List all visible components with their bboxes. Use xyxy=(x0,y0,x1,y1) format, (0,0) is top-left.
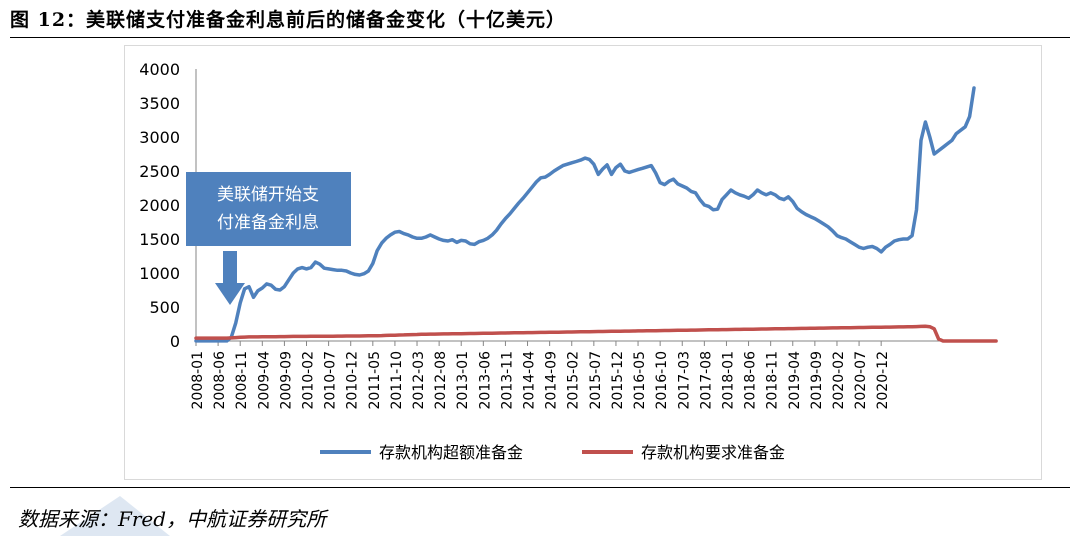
x-tick-label: 2014-09 xyxy=(544,351,560,410)
legend-label-required: 存款机构要求准备金 xyxy=(641,443,785,462)
annotation-box xyxy=(186,172,351,246)
y-tick-label: 2500 xyxy=(139,162,180,181)
x-tick-label: 2016-05 xyxy=(632,351,648,410)
x-tick-label: 2012-08 xyxy=(433,351,449,410)
series-line-required-reserves xyxy=(194,324,998,343)
footer-divider xyxy=(10,487,1070,488)
x-tick-label: 2008-01 xyxy=(190,351,206,410)
annotation: 美联储开始支 付准备金利息 xyxy=(186,172,351,305)
x-axis: 2008-01 2008-06 2008-11 2009-04 2009-09 2010-… xyxy=(190,340,974,410)
x-tick-label: 2014-04 xyxy=(522,351,538,410)
x-tick-label: 2018-11 xyxy=(765,351,781,410)
x-tick-label: 2012-03 xyxy=(411,351,427,410)
x-tick-label: 2015-07 xyxy=(588,351,604,410)
series-line-excess-reserves xyxy=(194,86,976,343)
y-axis: 0 500 1000 1500 2000 2500 3000 3500 4000 xyxy=(139,60,197,351)
annotation-line-2: 付准备金利息 xyxy=(217,213,319,233)
x-tick-label: 2018-01 xyxy=(720,351,736,410)
page-title: 图 12：美联储支付准备金利息前后的储备金变化（十亿美元） xyxy=(10,9,567,31)
x-tick-label: 2010-12 xyxy=(345,351,361,410)
legend-label-excess: 存款机构超额准备金 xyxy=(379,443,523,462)
legend: 存款机构超额准备金 存款机构要求准备金 xyxy=(320,443,785,462)
y-tick-label: 2000 xyxy=(139,196,180,215)
y-tick-label: 500 xyxy=(149,298,180,317)
y-tick-label: 4000 xyxy=(139,60,180,79)
source-note: 数据来源：Fred，中航证券研究所 xyxy=(18,507,327,531)
y-tick-label: 3500 xyxy=(139,94,180,113)
annotation-line-1: 美联储开始支 xyxy=(217,185,319,205)
x-tick-label: 2009-04 xyxy=(256,351,272,410)
x-tick-label: 2013-01 xyxy=(455,351,471,410)
title-divider xyxy=(10,37,1070,38)
watermark-logo xyxy=(60,496,170,536)
y-tick-label: 3000 xyxy=(139,128,180,147)
x-tick-label: 2015-02 xyxy=(566,351,582,410)
x-tick-label: 2011-05 xyxy=(367,351,383,410)
series-layer xyxy=(194,86,998,343)
x-tick-label: 2020-07 xyxy=(853,351,869,410)
x-tick-label: 2009-09 xyxy=(278,351,294,410)
x-tick-label: 2020-02 xyxy=(831,351,847,410)
x-tick-label: 2019-04 xyxy=(787,351,803,410)
x-tick-label: 2008-11 xyxy=(234,351,250,410)
x-tick-label: 2013-06 xyxy=(477,351,493,410)
x-tick-label: 2015-12 xyxy=(610,351,626,410)
x-tick-label: 2010-07 xyxy=(323,351,339,410)
x-tick-label: 2008-06 xyxy=(212,351,228,410)
x-tick-label: 2016-10 xyxy=(654,351,670,410)
x-tick-label: 2017-08 xyxy=(698,351,714,410)
x-tick-label: 2010-02 xyxy=(301,351,317,410)
x-tick-label: 2020-12 xyxy=(875,351,891,410)
y-tick-label: 1000 xyxy=(139,264,180,283)
y-tick-label: 0 xyxy=(170,332,180,351)
x-tick-label: 2018-06 xyxy=(743,351,759,410)
x-tick-label: 2011-10 xyxy=(389,351,405,410)
x-tick-label: 2019-09 xyxy=(809,351,825,410)
chart-frame xyxy=(124,45,1042,480)
down-arrow-icon xyxy=(215,251,245,305)
x-tick-label: 2013-11 xyxy=(499,351,515,410)
x-tick-label: 2017-03 xyxy=(676,351,692,410)
y-tick-label: 1500 xyxy=(139,230,180,249)
